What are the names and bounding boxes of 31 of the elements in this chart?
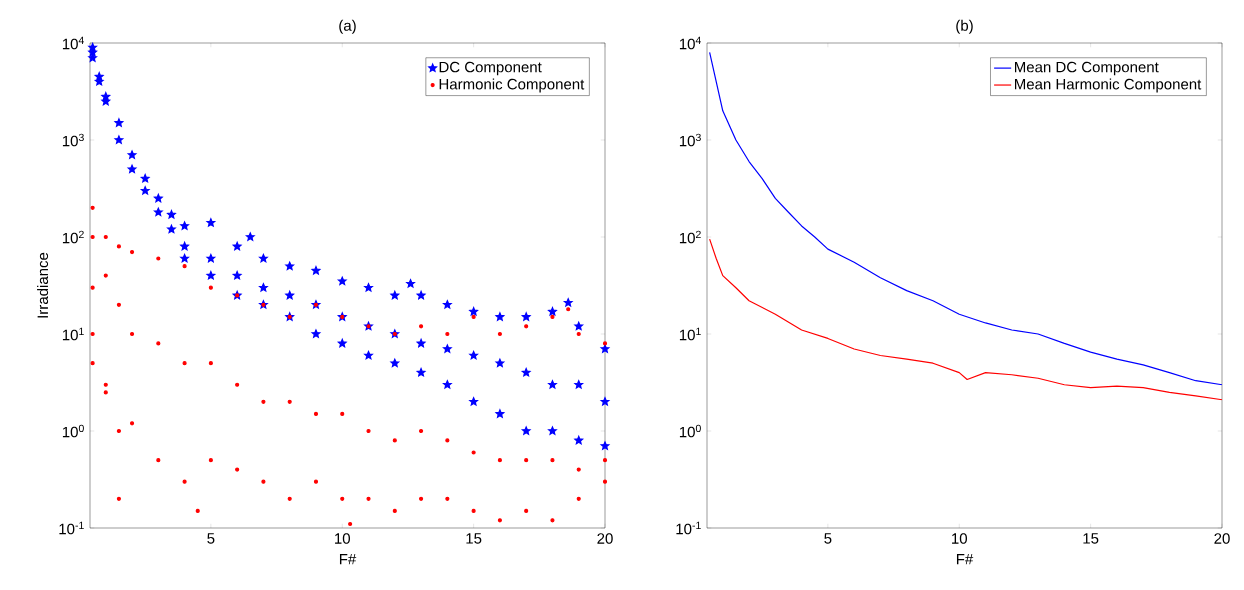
chart-title: (b): [956, 19, 973, 34]
legend-label: Mean Harmonic Component: [1014, 78, 1202, 93]
y-tick-label: 10$^{2}$: [62, 230, 84, 244]
legend-label: DC Component: [439, 61, 542, 76]
chart-title: (a): [339, 19, 356, 34]
x-tick-label: 10: [335, 533, 350, 544]
x-axis-title: F#: [956, 554, 974, 565]
y-tick-label: 10$^{-1}$: [59, 521, 84, 535]
legend-label: Harmonic Component: [439, 78, 585, 93]
legend-label: Mean DC Component: [1014, 61, 1159, 76]
y-tick-label: 10$^{1}$: [679, 327, 701, 341]
x-axis-title: F#: [339, 554, 357, 565]
line-series: [709, 238, 1223, 401]
y-tick-label: 10$^{4}$: [62, 36, 84, 50]
y-tick-label: 10$^{-1}$: [676, 521, 701, 535]
x-tick-label: 15: [466, 533, 482, 544]
x-tick-label: 15: [1083, 533, 1099, 544]
y-tick-label: 10$^{3}$: [62, 133, 84, 147]
x-tick-label: 10: [952, 533, 967, 544]
y-axis-title: Irradiance: [37, 252, 49, 318]
x-tick-label: 20: [597, 533, 613, 544]
y-tick-label: 10$^{2}$: [679, 230, 701, 244]
x-tick-label: 20: [1214, 533, 1230, 544]
y-tick-label: 10$^{3}$: [679, 133, 701, 147]
y-tick-label: 10$^{1}$: [62, 327, 84, 341]
line-series: [709, 51, 1223, 386]
y-tick-label: 10$^{4}$: [679, 36, 701, 50]
x-tick-label: 5: [824, 533, 832, 544]
x-tick-label: 5: [207, 533, 215, 544]
y-tick-label: 10$^{0}$: [679, 424, 701, 438]
y-tick-label: 10$^{0}$: [62, 424, 84, 438]
